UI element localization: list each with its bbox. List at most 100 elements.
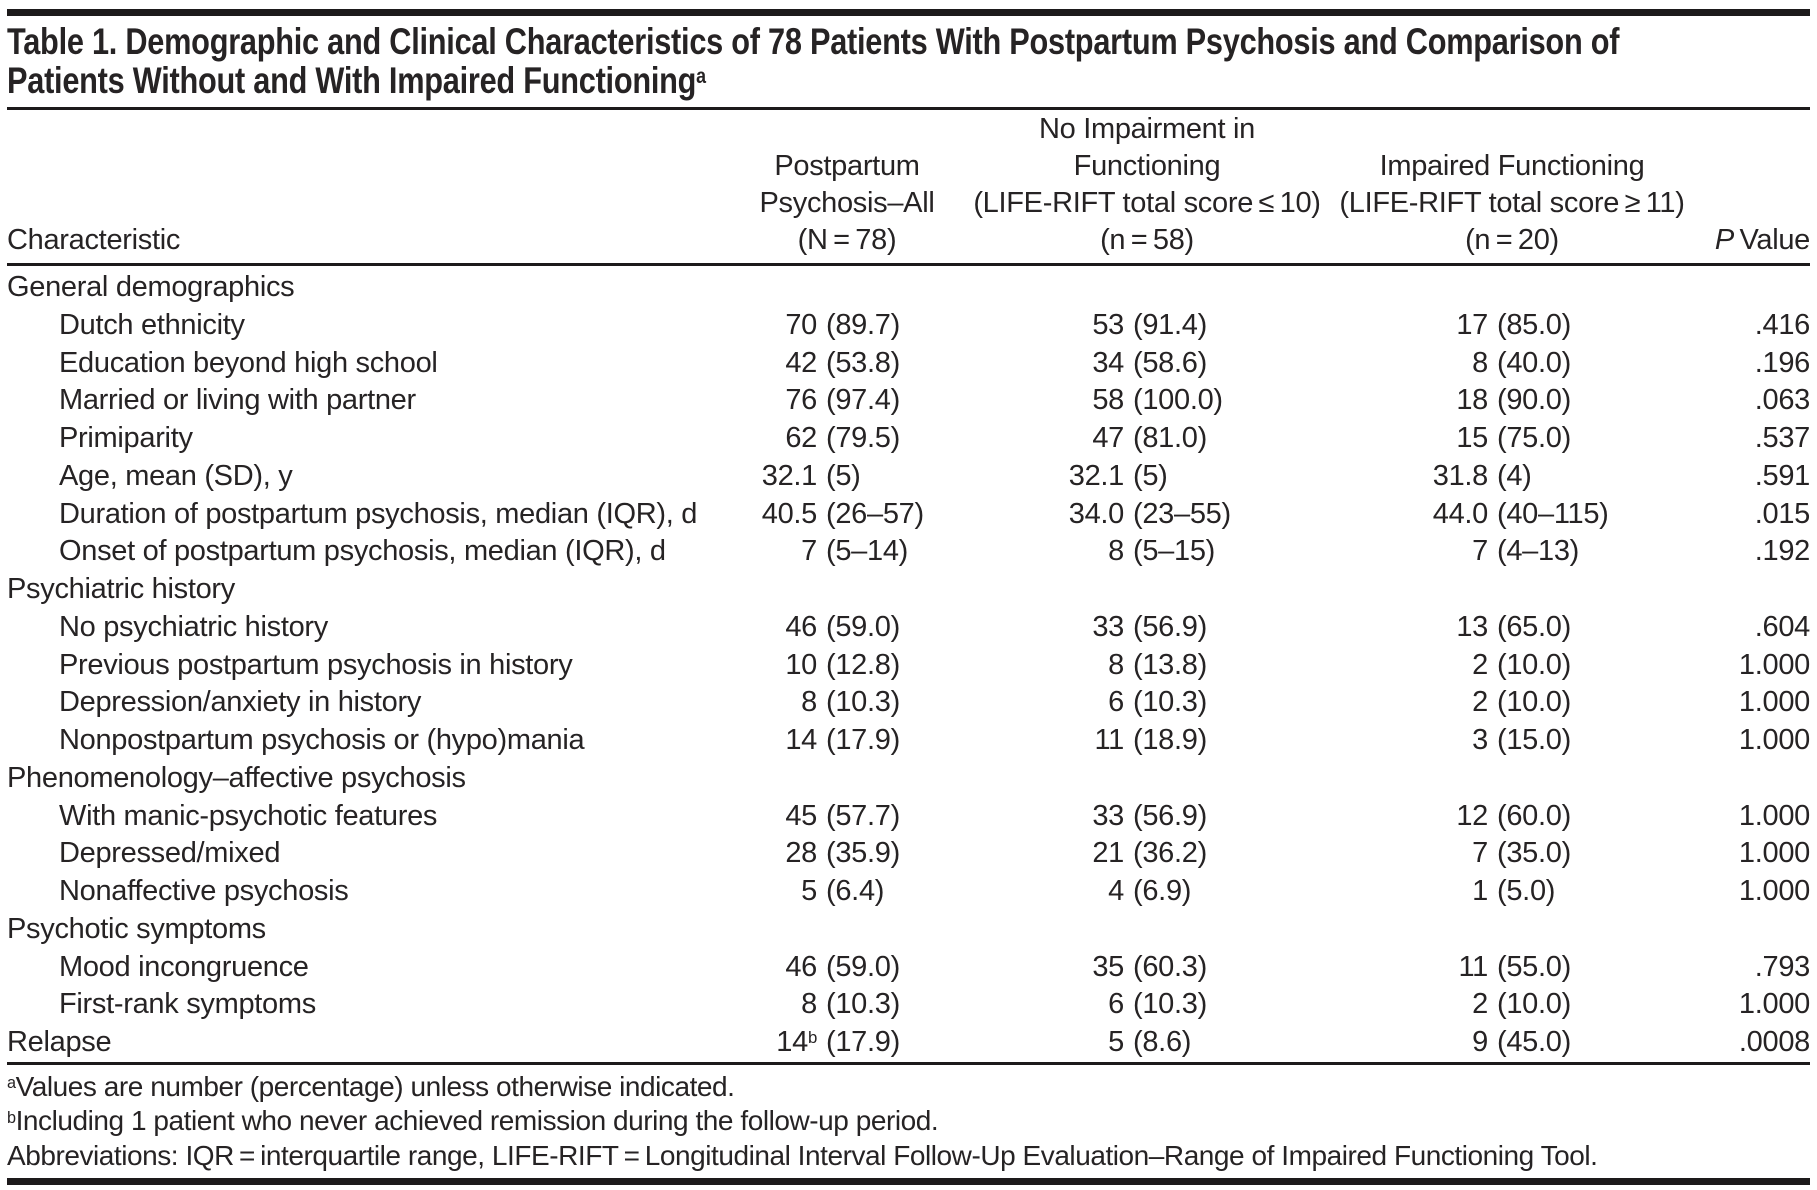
cell-value-parenthetical: (13.8) <box>1133 648 1207 681</box>
cell-value-parenthetical: (40.0) <box>1497 346 1571 379</box>
cell-no-impairment-functioning: 35 (60.3) <box>962 949 1320 987</box>
top-border-bar <box>7 9 1810 16</box>
cell-value-parenthetical: (58.6) <box>1133 346 1207 379</box>
cell-value-number-text: 10 <box>785 648 817 681</box>
cell-value-parenthetical: (6.9) <box>1133 875 1192 907</box>
cell-p-value: .591 <box>1754 459 1811 492</box>
cell-value-number: 14 <box>755 722 817 760</box>
row-label: Psychotic symptoms <box>7 912 266 945</box>
cell-no-impairment-functioning: 11 (18.9) <box>962 722 1320 760</box>
cell-value-number: 18 <box>1320 382 1488 420</box>
cell-value-parenthetical: (6.4) <box>826 875 885 907</box>
row-label: Psychiatric history <box>7 573 235 605</box>
cell-postpartum-all: 76 (97.4) <box>755 382 962 420</box>
cell-postpartum-all: 5 (6.4) <box>755 873 962 911</box>
header-line: (LIFE-RIFT total score ≥ 11) <box>1339 187 1685 219</box>
cell-value-number: 12 <box>1320 798 1488 836</box>
cell-impaired-functioning: 17 (85.0) <box>1320 307 1690 345</box>
cell-value-number-text: 13 <box>1456 610 1488 643</box>
cell-impaired-functioning: 2 (10.0) <box>1320 986 1690 1024</box>
cell-value-parenthetical: (10.3) <box>826 988 900 1021</box>
cell-value-parenthetical: (15.0) <box>1497 724 1571 756</box>
cell-p-value: .793 <box>1754 950 1811 983</box>
row-label: Married or living with partner <box>59 384 416 417</box>
row-label: With manic-psychotic features <box>59 799 438 832</box>
row-label: General demographics <box>7 271 295 303</box>
cell-value-number: 5 <box>755 873 817 911</box>
row-label: First-rank symptoms <box>59 988 316 1021</box>
table-title: Table 1. Demographic and Clinical Charac… <box>7 22 1810 101</box>
cell-value-number: 2 <box>1320 986 1488 1024</box>
table-title-text-2: Patients Without and With Impaired Funct… <box>7 59 697 101</box>
row-label: Onset of postpartum psychosis, median (I… <box>59 535 666 568</box>
cell-value-parenthetical: (90.0) <box>1497 384 1571 417</box>
data-row: Depression/anxiety in history 8 (10.3) 6 (10… <box>7 684 1810 722</box>
row-label: Age, mean (SD), y <box>59 459 293 492</box>
cell-value-number: 40.5 <box>755 496 818 534</box>
cell-value-parenthetical: (91.4) <box>1133 308 1207 341</box>
cell-impaired-functioning: 13 (65.0) <box>1320 609 1690 647</box>
cell-value-parenthetical: (10.0) <box>1497 686 1571 719</box>
cell-postpartum-all: 14 (17.9) <box>755 722 962 760</box>
cell-value-parenthetical: (59.0) <box>826 610 900 643</box>
header-divider-rule <box>7 263 1810 266</box>
footnote-b-marker: b <box>7 1108 16 1127</box>
cell-p-value: 1.000 <box>1738 724 1810 756</box>
cell-no-impairment-functioning: 53 (91.4) <box>962 307 1320 345</box>
cell-value-number: 3 <box>1320 722 1488 760</box>
cell-p-value: 1.000 <box>1738 837 1810 870</box>
cell-value-parenthetical: (35.0) <box>1497 837 1571 870</box>
cell-value-number: 9 <box>1320 1024 1488 1062</box>
cell-value-number: 34 <box>962 345 1124 383</box>
cell-postpartum-all: 8 (10.3) <box>755 986 962 1024</box>
cell-value-number-text: 42 <box>785 346 817 379</box>
cell-no-impairment-functioning: 33 (56.9) <box>962 798 1320 836</box>
cell-value-number-text: 62 <box>785 422 817 454</box>
cell-value-number-text: 9 <box>1472 1026 1488 1058</box>
cell-value-number-text: 28 <box>785 837 817 870</box>
body-divider-rule <box>7 1061 1810 1065</box>
cell-value-number-text: 12 <box>1456 799 1488 832</box>
cell-value-number-text: 8 <box>1472 346 1488 379</box>
cell-value-parenthetical: (10.0) <box>1497 648 1571 681</box>
section-row: Psychotic symptoms <box>7 911 1810 949</box>
cell-value-number: 8 <box>755 986 817 1024</box>
cell-p-value: .015 <box>1754 497 1811 530</box>
cell-value-number-text: 32.1 <box>1068 459 1125 492</box>
title-divider-rule <box>7 107 1810 110</box>
cell-value-number: 6 <box>962 684 1124 722</box>
cell-value-number-text: 35 <box>1092 950 1124 983</box>
table-footnotes: aValues are number (percentage) unless o… <box>7 1070 1810 1174</box>
cell-value-parenthetical: (85.0) <box>1497 308 1571 341</box>
cell-value-parenthetical: (59.0) <box>826 950 900 983</box>
cell-value-number: 34.0 <box>962 496 1125 534</box>
cell-postpartum-all: 32.1 (5) <box>755 458 962 496</box>
cell-impaired-functioning: 1 (5.0) <box>1320 873 1690 911</box>
p-value-italic-p: P <box>1714 224 1734 256</box>
cell-value-number-text: 7 <box>1472 535 1488 568</box>
cell-postpartum-all: 62 (79.5) <box>755 420 962 458</box>
cell-value-parenthetical: (5.0) <box>1497 875 1556 907</box>
cell-no-impairment-functioning: 8 (5–15) <box>962 533 1320 571</box>
cell-value-parenthetical: (97.4) <box>826 384 900 417</box>
header-line: (n = 20) <box>1465 224 1559 256</box>
cell-no-impairment-functioning: 21 (36.2) <box>962 835 1320 873</box>
cell-impaired-functioning: 7 (4–13) <box>1320 533 1690 571</box>
cell-value-number-text: 31.8 <box>1432 459 1489 492</box>
cell-value-number: 45 <box>755 798 817 836</box>
table-header-row: Characteristic Postpartum Psychosis–All … <box>7 110 1810 263</box>
data-row: Relapse 14b (17.9) 5 (8.6) 9 (45.0) .0008 <box>7 1024 1810 1062</box>
cell-impaired-functioning: 12 (60.0) <box>1320 798 1690 836</box>
cell-postpartum-all: 8 (10.3) <box>755 684 962 722</box>
cell-value-parenthetical: (35.9) <box>826 837 900 870</box>
cell-value-number-text: 6 <box>1108 686 1124 719</box>
cell-value-number: 33 <box>962 798 1124 836</box>
row-label: Nonpostpartum psychosis or (hypo)mania <box>59 724 585 756</box>
cell-value-number-text: 32.1 <box>761 459 818 492</box>
cell-value-number: 4 <box>962 873 1124 911</box>
cell-postpartum-all: 70 (89.7) <box>755 307 962 345</box>
data-row: Previous postpartum psychosis in history… <box>7 647 1810 685</box>
cell-value-number: 10 <box>755 647 817 685</box>
cell-value-number: 42 <box>755 345 817 383</box>
